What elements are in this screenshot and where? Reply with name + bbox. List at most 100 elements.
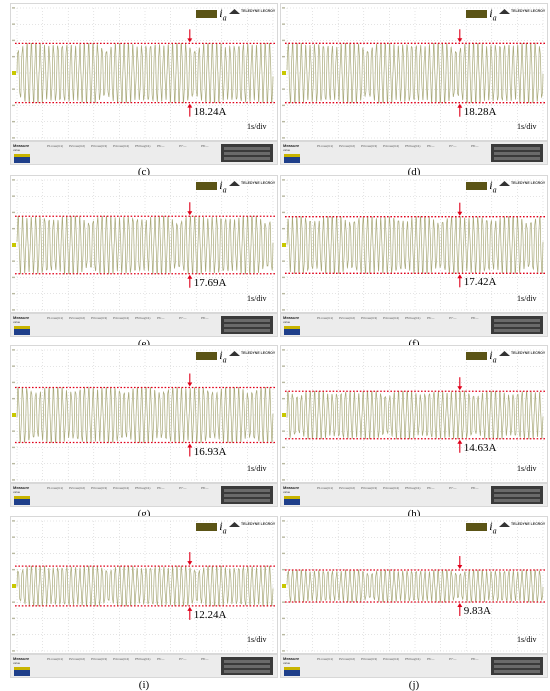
readout-bar — [494, 670, 540, 673]
channel-readout-chip-stripe — [14, 154, 30, 157]
measure-column-header: P2:max(C2) — [69, 316, 86, 320]
oscilloscope-plot — [12, 520, 275, 652]
scale-tick-mark — [12, 227, 15, 230]
measure-title: Measure — [283, 143, 300, 148]
signal-label: ia — [219, 348, 226, 364]
measure-column-header: P7:--- — [179, 657, 187, 661]
readout-bar — [494, 489, 540, 492]
scale-tick-mark — [12, 195, 15, 197]
measure-column-header: P3:max(C3) — [361, 486, 378, 490]
scale-tick-mark — [282, 292, 285, 295]
current-waveform — [16, 42, 274, 104]
measure-value-label: value — [13, 148, 21, 152]
up-arrow-head — [187, 606, 193, 611]
oscilloscope-plot — [282, 179, 545, 311]
signal-label-subscript: a — [222, 526, 227, 536]
channel-color-swatch — [466, 182, 488, 190]
channel-color-swatch — [196, 352, 218, 360]
measure-title: Measure — [283, 656, 300, 661]
current-amplitude-label: 9.83A — [463, 604, 491, 617]
timebase-readout-box — [491, 486, 543, 504]
measure-column-header: P8:--- — [201, 486, 209, 490]
scale-tick-mark — [282, 120, 285, 123]
measure-column-header: P3:max(C3) — [91, 486, 108, 490]
measure-columns: P1:max(C1) P2:max(C2) P3:max(C3) P4:max(C4)… — [317, 486, 487, 496]
scale-tick-mark — [282, 520, 285, 522]
down-arrow-head — [457, 38, 463, 43]
measure-column-header: P7:--- — [449, 316, 457, 320]
scale-tick-mark — [282, 104, 285, 107]
scale-tick-mark — [12, 39, 15, 42]
scope-logo-text: TELEDYNE LECROY — [511, 9, 546, 13]
scale-tick-mark — [12, 55, 15, 58]
scale-tick-mark — [12, 104, 15, 107]
channel-readout-chip — [284, 496, 300, 505]
scale-tick-mark — [282, 633, 285, 636]
channel-color-swatch — [196, 523, 218, 531]
signal-label-main: i — [489, 178, 493, 192]
time-per-division-label: 1s/div — [517, 294, 537, 303]
measure-column-header: P2:max(C2) — [339, 144, 356, 148]
down-arrow-head — [187, 561, 193, 566]
scale-tick-mark — [282, 211, 285, 214]
measure-column-header: P3:max(C3) — [91, 144, 108, 148]
current-amplitude-label: 16.93A — [193, 445, 227, 458]
measure-column-header: P1:max(C1) — [47, 316, 64, 320]
current-waveform — [286, 568, 544, 603]
measure-column-header: P1:max(C1) — [317, 657, 334, 661]
scope-panel: 18.24A 1s/div ia TELEDYNE LECROY Measure valu… — [10, 3, 278, 165]
measure-title: Measure — [13, 143, 30, 148]
measure-column-header: P3:max(C3) — [91, 657, 108, 661]
scale-tick-mark — [12, 633, 15, 636]
scale-tick-mark — [282, 7, 285, 9]
measure-column-header: P4:max(C4) — [113, 657, 130, 661]
scope-screen: 14.63A 1s/div ia TELEDYNE LECROY — [280, 345, 548, 483]
readout-bar — [224, 152, 270, 155]
signal-label: ia — [489, 6, 496, 22]
signal-label: ia — [489, 519, 496, 535]
down-arrow-head — [457, 386, 463, 391]
scale-tick-mark — [12, 309, 15, 311]
scale-tick-mark — [282, 23, 285, 25]
timebase-readout-box — [491, 144, 543, 162]
channel-readout-chip-stripe — [14, 326, 30, 329]
channel-readout-chip — [14, 667, 30, 676]
channel-color-swatch — [196, 182, 218, 190]
readout-bar — [494, 157, 540, 160]
down-arrow-head — [457, 211, 463, 216]
teledyne-logo-icon — [229, 351, 240, 356]
current-waveform — [16, 564, 274, 607]
time-per-division-label: 1s/div — [247, 122, 267, 131]
readout-bar — [224, 157, 270, 160]
readout-bar — [224, 324, 270, 327]
readout-bar — [224, 660, 270, 663]
signal-label-subscript: a — [222, 355, 227, 365]
signal-label-main: i — [489, 348, 493, 362]
channel-color-swatch — [466, 523, 488, 531]
teledyne-logo-icon — [229, 9, 240, 14]
oscilloscope-plot — [282, 520, 545, 652]
measure-column-header: P2:max(C2) — [69, 486, 86, 490]
measure-column-header: P6:--- — [427, 144, 435, 148]
scope-screen: 16.93A 1s/div ia TELEDYNE LECROY — [10, 345, 278, 483]
measure-column-header: P2:max(C2) — [69, 144, 86, 148]
measure-column-header: P2:max(C2) — [339, 657, 356, 661]
signal-label-main: i — [489, 519, 493, 533]
readout-bar — [224, 670, 270, 673]
measure-column-header: P8:--- — [471, 657, 479, 661]
scale-tick-mark — [12, 260, 15, 262]
measure-column-header: P3:max(C3) — [91, 316, 108, 320]
channel-readout-chip-stripe — [284, 154, 300, 157]
scale-tick-mark — [282, 179, 285, 181]
scope-panel: 14.63A 1s/div ia TELEDYNE LECROY Measure valu… — [280, 345, 548, 507]
measure-columns: P1:max(C1) P2:max(C2) P3:max(C3) P4:max(C4)… — [317, 144, 487, 154]
measure-column-header: P4:max(C4) — [113, 316, 130, 320]
channel-offset-marker — [282, 413, 286, 417]
current-amplitude-label: 12.24A — [193, 608, 227, 621]
scale-tick-mark — [282, 462, 285, 465]
panel-caption: (j) — [408, 679, 420, 691]
measure-column-header: P1:max(C1) — [317, 316, 334, 320]
scale-tick-mark — [282, 39, 285, 42]
channel-offset-marker — [282, 584, 286, 588]
measure-column-header: P5:freq(C1) — [405, 316, 421, 320]
